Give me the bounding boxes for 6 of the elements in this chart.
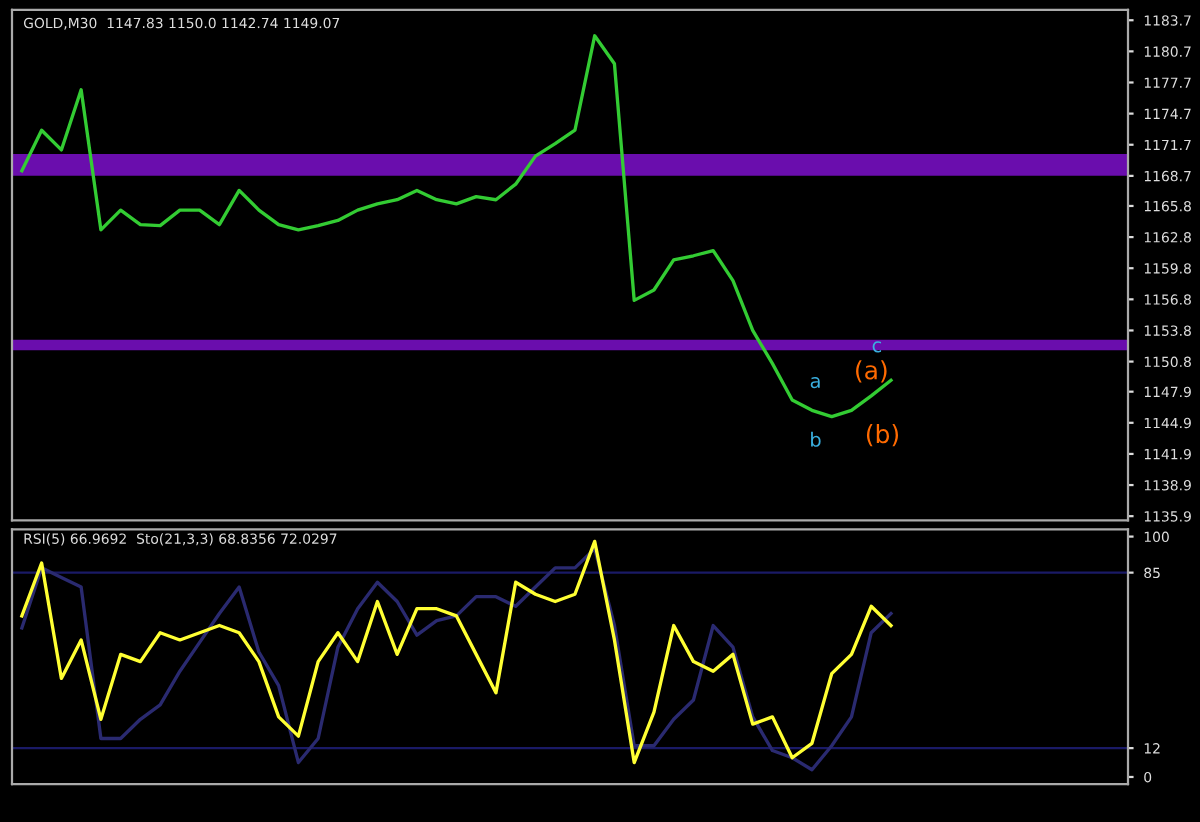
annotation: (b)	[866, 424, 899, 447]
annotation: a	[810, 376, 820, 389]
line-series	[20, 34, 893, 419]
annotation: (a)	[856, 360, 887, 383]
annotation: b	[811, 431, 821, 447]
annotation: c	[872, 341, 882, 353]
